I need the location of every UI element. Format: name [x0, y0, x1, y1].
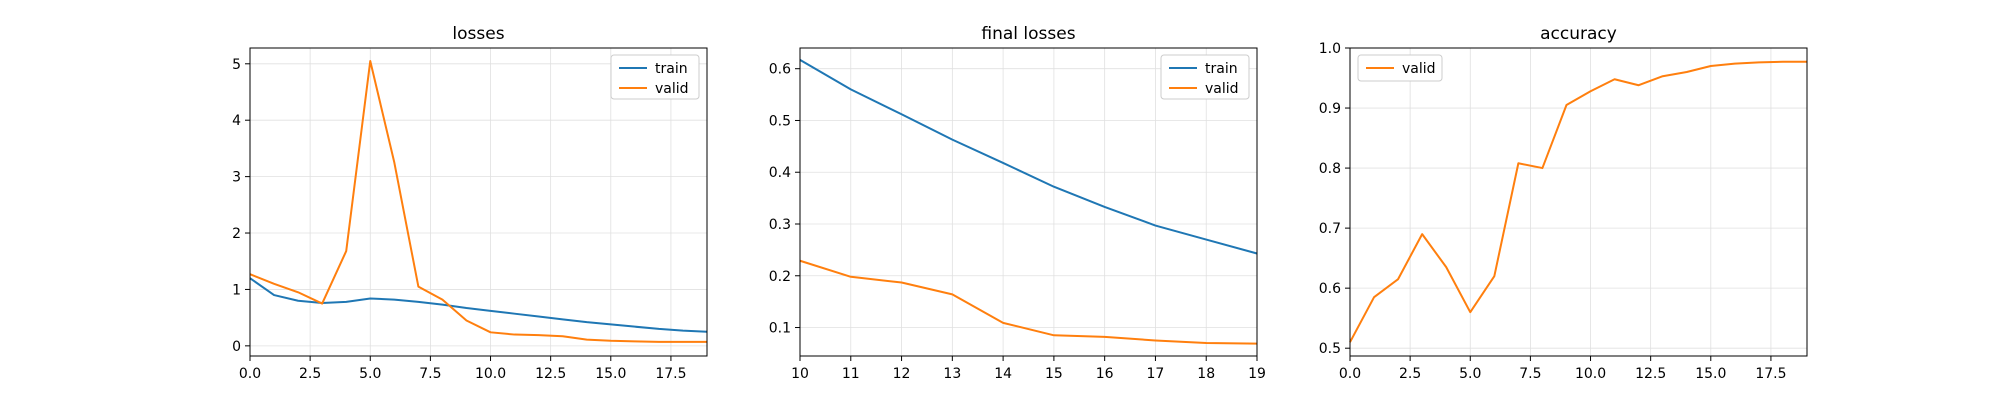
- x-tick-label: 2.5: [1399, 366, 1421, 382]
- y-tick-label: 4: [232, 113, 241, 129]
- x-tick-label: 17.5: [655, 366, 686, 382]
- x-tick-label: 17.5: [1755, 366, 1786, 382]
- x-tick-label: 18: [1197, 366, 1215, 382]
- y-tick-label: 0.2: [769, 269, 791, 285]
- x-tick-label: 13: [943, 366, 961, 382]
- x-tick-label: 0.0: [1339, 366, 1361, 382]
- x-tick-label: 11: [842, 366, 860, 382]
- legend-box: [1357, 54, 1443, 82]
- y-tick-label: 0.6: [769, 62, 791, 78]
- legend-label-train: train: [655, 61, 688, 77]
- x-tick-label: 14: [994, 366, 1012, 382]
- y-tick-label: 0.9: [1319, 101, 1341, 117]
- legend-label-valid: valid: [1205, 81, 1239, 97]
- y-tick-label: 1: [232, 282, 241, 298]
- y-tick-label: 5: [232, 57, 241, 73]
- y-tick-label: 0.5: [1319, 341, 1341, 357]
- legend: train valid: [1160, 54, 1250, 100]
- y-tick-label: 3: [232, 170, 241, 186]
- x-tick-label: 10.0: [475, 366, 506, 382]
- y-tick-label: 0.6: [1319, 281, 1341, 297]
- x-tick-label: 15.0: [595, 366, 626, 382]
- x-tick-label: 0.0: [239, 366, 261, 382]
- x-tick-label: 7.5: [419, 366, 441, 382]
- x-tick-label: 15.0: [1695, 366, 1726, 382]
- legend: train valid: [610, 54, 700, 100]
- x-tick-label: 5.0: [359, 366, 381, 382]
- y-tick-label: 0: [232, 339, 241, 355]
- y-tick-label: 0.1: [769, 321, 791, 337]
- x-tick-label: 19: [1248, 366, 1266, 382]
- x-tick-label: 2.5: [299, 366, 321, 382]
- plot-frame: [249, 47, 708, 357]
- legend-label-valid: valid: [655, 81, 689, 97]
- x-tick-label: 7.5: [1519, 366, 1541, 382]
- chart-title: losses: [452, 24, 504, 44]
- x-tick-label: 12: [893, 366, 911, 382]
- x-tick-label: 17: [1147, 366, 1165, 382]
- series-line-train: [799, 59, 1258, 255]
- legend-label-train: train: [1205, 61, 1238, 77]
- x-tick-label: 16: [1096, 366, 1114, 382]
- plot-frame: [799, 47, 1258, 357]
- y-tick-label: 0.8: [1319, 161, 1341, 177]
- chart-panel-0: 0.0 2.5 5.0 7.5 10.0 12.5 15.0 17.5 0 1 2 3 4 5 losses…: [232, 24, 708, 382]
- chart-title: final losses: [981, 24, 1075, 44]
- plot-frame: [1349, 47, 1808, 357]
- legend-label-valid: valid: [1402, 61, 1436, 77]
- series-line-valid: [249, 59, 707, 343]
- x-tick-label: 5.0: [1459, 366, 1481, 382]
- x-tick-label: 15: [1045, 366, 1063, 382]
- y-tick-label: 0.7: [1319, 221, 1341, 237]
- series-line-valid: [799, 259, 1258, 345]
- y-tick-label: 1.0: [1319, 41, 1341, 57]
- x-tick-label: 10: [791, 366, 809, 382]
- x-tick-label: 12.5: [1635, 366, 1666, 382]
- x-tick-label: 10.0: [1575, 366, 1606, 382]
- y-tick-label: 0.4: [769, 165, 791, 181]
- chart-panel-2: 0.0 2.5 5.0 7.5 10.0 12.5 15.0 17.5 0.5 0.6 0.7 0.8…: [1319, 24, 1808, 382]
- chart-title: accuracy: [1540, 24, 1617, 44]
- chart-panel-1: 10 11 12 13 14 15 16 17 18 19 0.1 0.2 0.3 0.4 0.5 0.6 fi…: [769, 24, 1266, 382]
- y-tick-label: 0.5: [769, 113, 791, 129]
- series-line-train: [249, 277, 708, 333]
- y-tick-label: 2: [232, 226, 241, 242]
- series-line-valid: [1349, 60, 1807, 343]
- legend: valid: [1357, 54, 1443, 82]
- y-tick-label: 0.3: [769, 217, 791, 233]
- x-tick-label: 12.5: [535, 366, 566, 382]
